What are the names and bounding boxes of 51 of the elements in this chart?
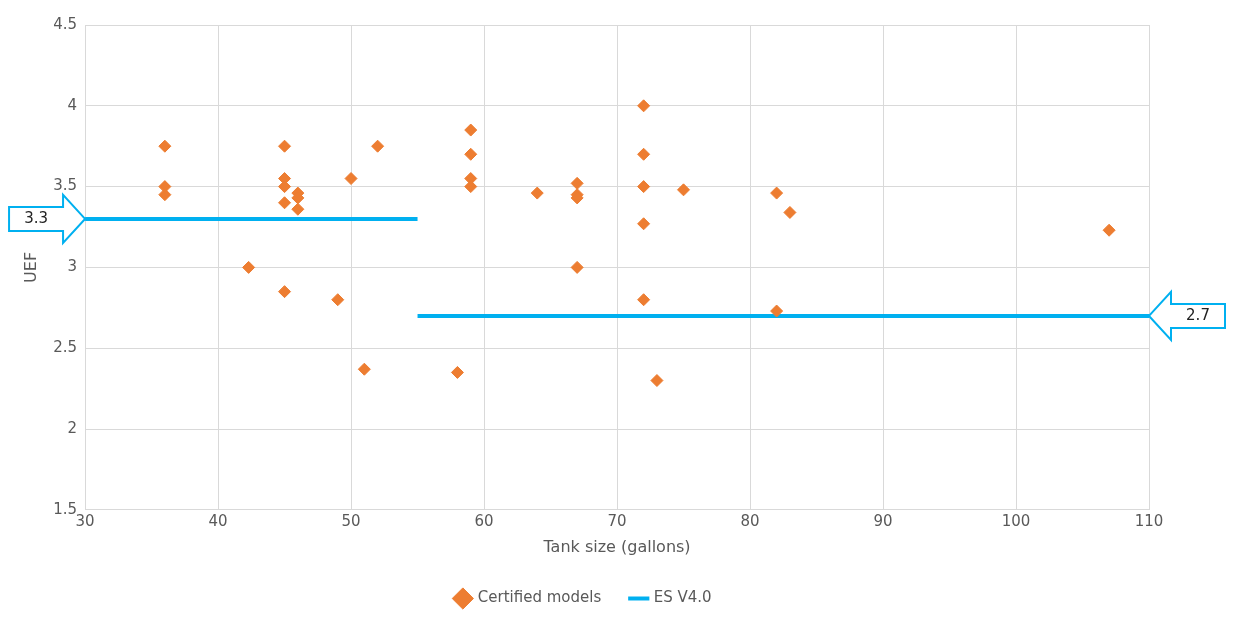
y-axis-title: UEF xyxy=(20,251,40,283)
point xyxy=(770,186,784,200)
y-tick-label: 3.5 xyxy=(53,176,78,195)
point xyxy=(464,147,478,161)
point xyxy=(650,374,664,388)
x-tick-label: 50 xyxy=(341,511,361,530)
point xyxy=(357,362,371,376)
point xyxy=(570,260,584,274)
point xyxy=(158,139,172,153)
x-tick-label: 30 xyxy=(75,511,95,530)
point xyxy=(770,304,784,318)
y-tick-label: 4.5 xyxy=(53,14,78,33)
point xyxy=(783,205,797,219)
y-tick-label: 1.5 xyxy=(53,499,78,518)
y-tick-label: 3 xyxy=(67,257,78,276)
x-tick-label: 90 xyxy=(873,511,893,530)
point xyxy=(464,123,478,137)
point xyxy=(637,293,651,307)
x-tick-label: 70 xyxy=(607,511,627,530)
x-tick-label: 110 xyxy=(1134,511,1164,530)
x-tick-label: 80 xyxy=(740,511,760,530)
annotation: 3.3 xyxy=(24,208,48,227)
point xyxy=(278,196,292,210)
legend-label: ES V4.0 xyxy=(653,588,712,607)
point xyxy=(637,147,651,161)
point xyxy=(344,172,358,186)
point xyxy=(278,285,292,299)
point xyxy=(637,217,651,231)
annotation: 2.7 xyxy=(1186,305,1210,324)
point xyxy=(158,188,172,202)
x-axis-title: Tank size (gallons) xyxy=(542,536,691,556)
point xyxy=(371,139,385,153)
y-tick-label: 2.5 xyxy=(53,338,78,357)
legend-label: Certified models xyxy=(477,588,602,607)
point xyxy=(450,365,464,379)
point xyxy=(242,260,256,274)
point xyxy=(331,293,345,307)
point xyxy=(570,176,584,190)
point xyxy=(677,183,691,197)
point xyxy=(291,202,305,216)
point xyxy=(530,186,544,200)
x-tick-label: 100 xyxy=(1001,511,1031,530)
x-tick-label: 60 xyxy=(474,511,494,530)
y-tick-label: 2 xyxy=(67,418,78,437)
x-tick-label: 40 xyxy=(208,511,228,530)
point xyxy=(278,139,292,153)
point xyxy=(1102,223,1116,237)
point xyxy=(464,180,478,194)
point xyxy=(637,180,651,194)
y-tick-label: 4 xyxy=(67,95,78,114)
point xyxy=(637,99,651,113)
